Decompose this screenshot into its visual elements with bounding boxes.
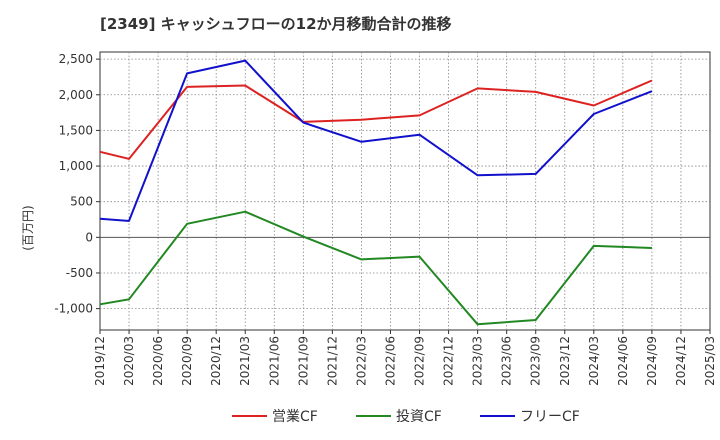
legend-label: 営業CF <box>272 409 318 425</box>
y-axis-ticks: -1,000 -500 0 500 1,000 1,500 2,000 2,500 <box>54 52 100 316</box>
x-tick-label: 2021/12 <box>325 336 339 386</box>
x-tick-label: 2021/09 <box>296 336 310 386</box>
x-tick-label: 2023/06 <box>500 336 514 386</box>
chart-title: [2349] キャッシュフローの12か月移動合計の推移 <box>100 15 452 33</box>
x-tick-label: 2021/03 <box>238 336 252 386</box>
x-tick-label: 2023/12 <box>558 336 572 386</box>
x-tick-label: 2019/12 <box>93 336 107 386</box>
plot-area <box>99 51 711 331</box>
y-tick-label: 500 <box>70 195 93 209</box>
x-tick-label: 2024/06 <box>616 336 630 386</box>
x-tick-label: 2021/06 <box>267 336 281 386</box>
y-tick-label: -500 <box>66 266 93 280</box>
x-tick-label: 2022/03 <box>354 336 368 386</box>
legend-label: 投資CF <box>396 409 442 425</box>
x-tick-label: 2020/03 <box>122 336 136 386</box>
x-tick-label: 2023/09 <box>529 336 543 386</box>
x-tick-label: 2020/09 <box>180 336 194 386</box>
x-tick-label: 2020/12 <box>209 336 223 386</box>
x-tick-label: 2024/09 <box>645 336 659 386</box>
x-tick-label: 2020/06 <box>151 336 165 386</box>
y-tick-label: 0 <box>85 230 93 244</box>
series-lines <box>99 59 653 326</box>
x-tick-label: 2022/09 <box>413 336 427 386</box>
x-tick-label: 2024/03 <box>587 336 601 386</box>
x-tick-label: 2022/06 <box>383 336 397 386</box>
x-axis-ticks: 2019/12 2020/03 2020/06 2020/09 2020/12 2021/… <box>93 330 717 386</box>
y-tick-label: 2,500 <box>59 52 93 66</box>
x-tick-label: 2023/03 <box>471 336 485 386</box>
legend: 営業CF 投資CF フリーCF <box>232 409 580 425</box>
x-tick-label: 2024/12 <box>674 336 688 386</box>
y-tick-label: 1,500 <box>59 123 93 137</box>
grid-lines <box>100 52 710 330</box>
x-tick-label: 2025/03 <box>703 336 717 386</box>
x-tick-label: 2022/12 <box>442 336 456 386</box>
legend-label: フリーCF <box>520 409 580 425</box>
y-tick-label: 1,000 <box>59 159 93 173</box>
y-tick-label: -1,000 <box>54 302 93 316</box>
y-tick-label: 2,000 <box>59 88 93 102</box>
